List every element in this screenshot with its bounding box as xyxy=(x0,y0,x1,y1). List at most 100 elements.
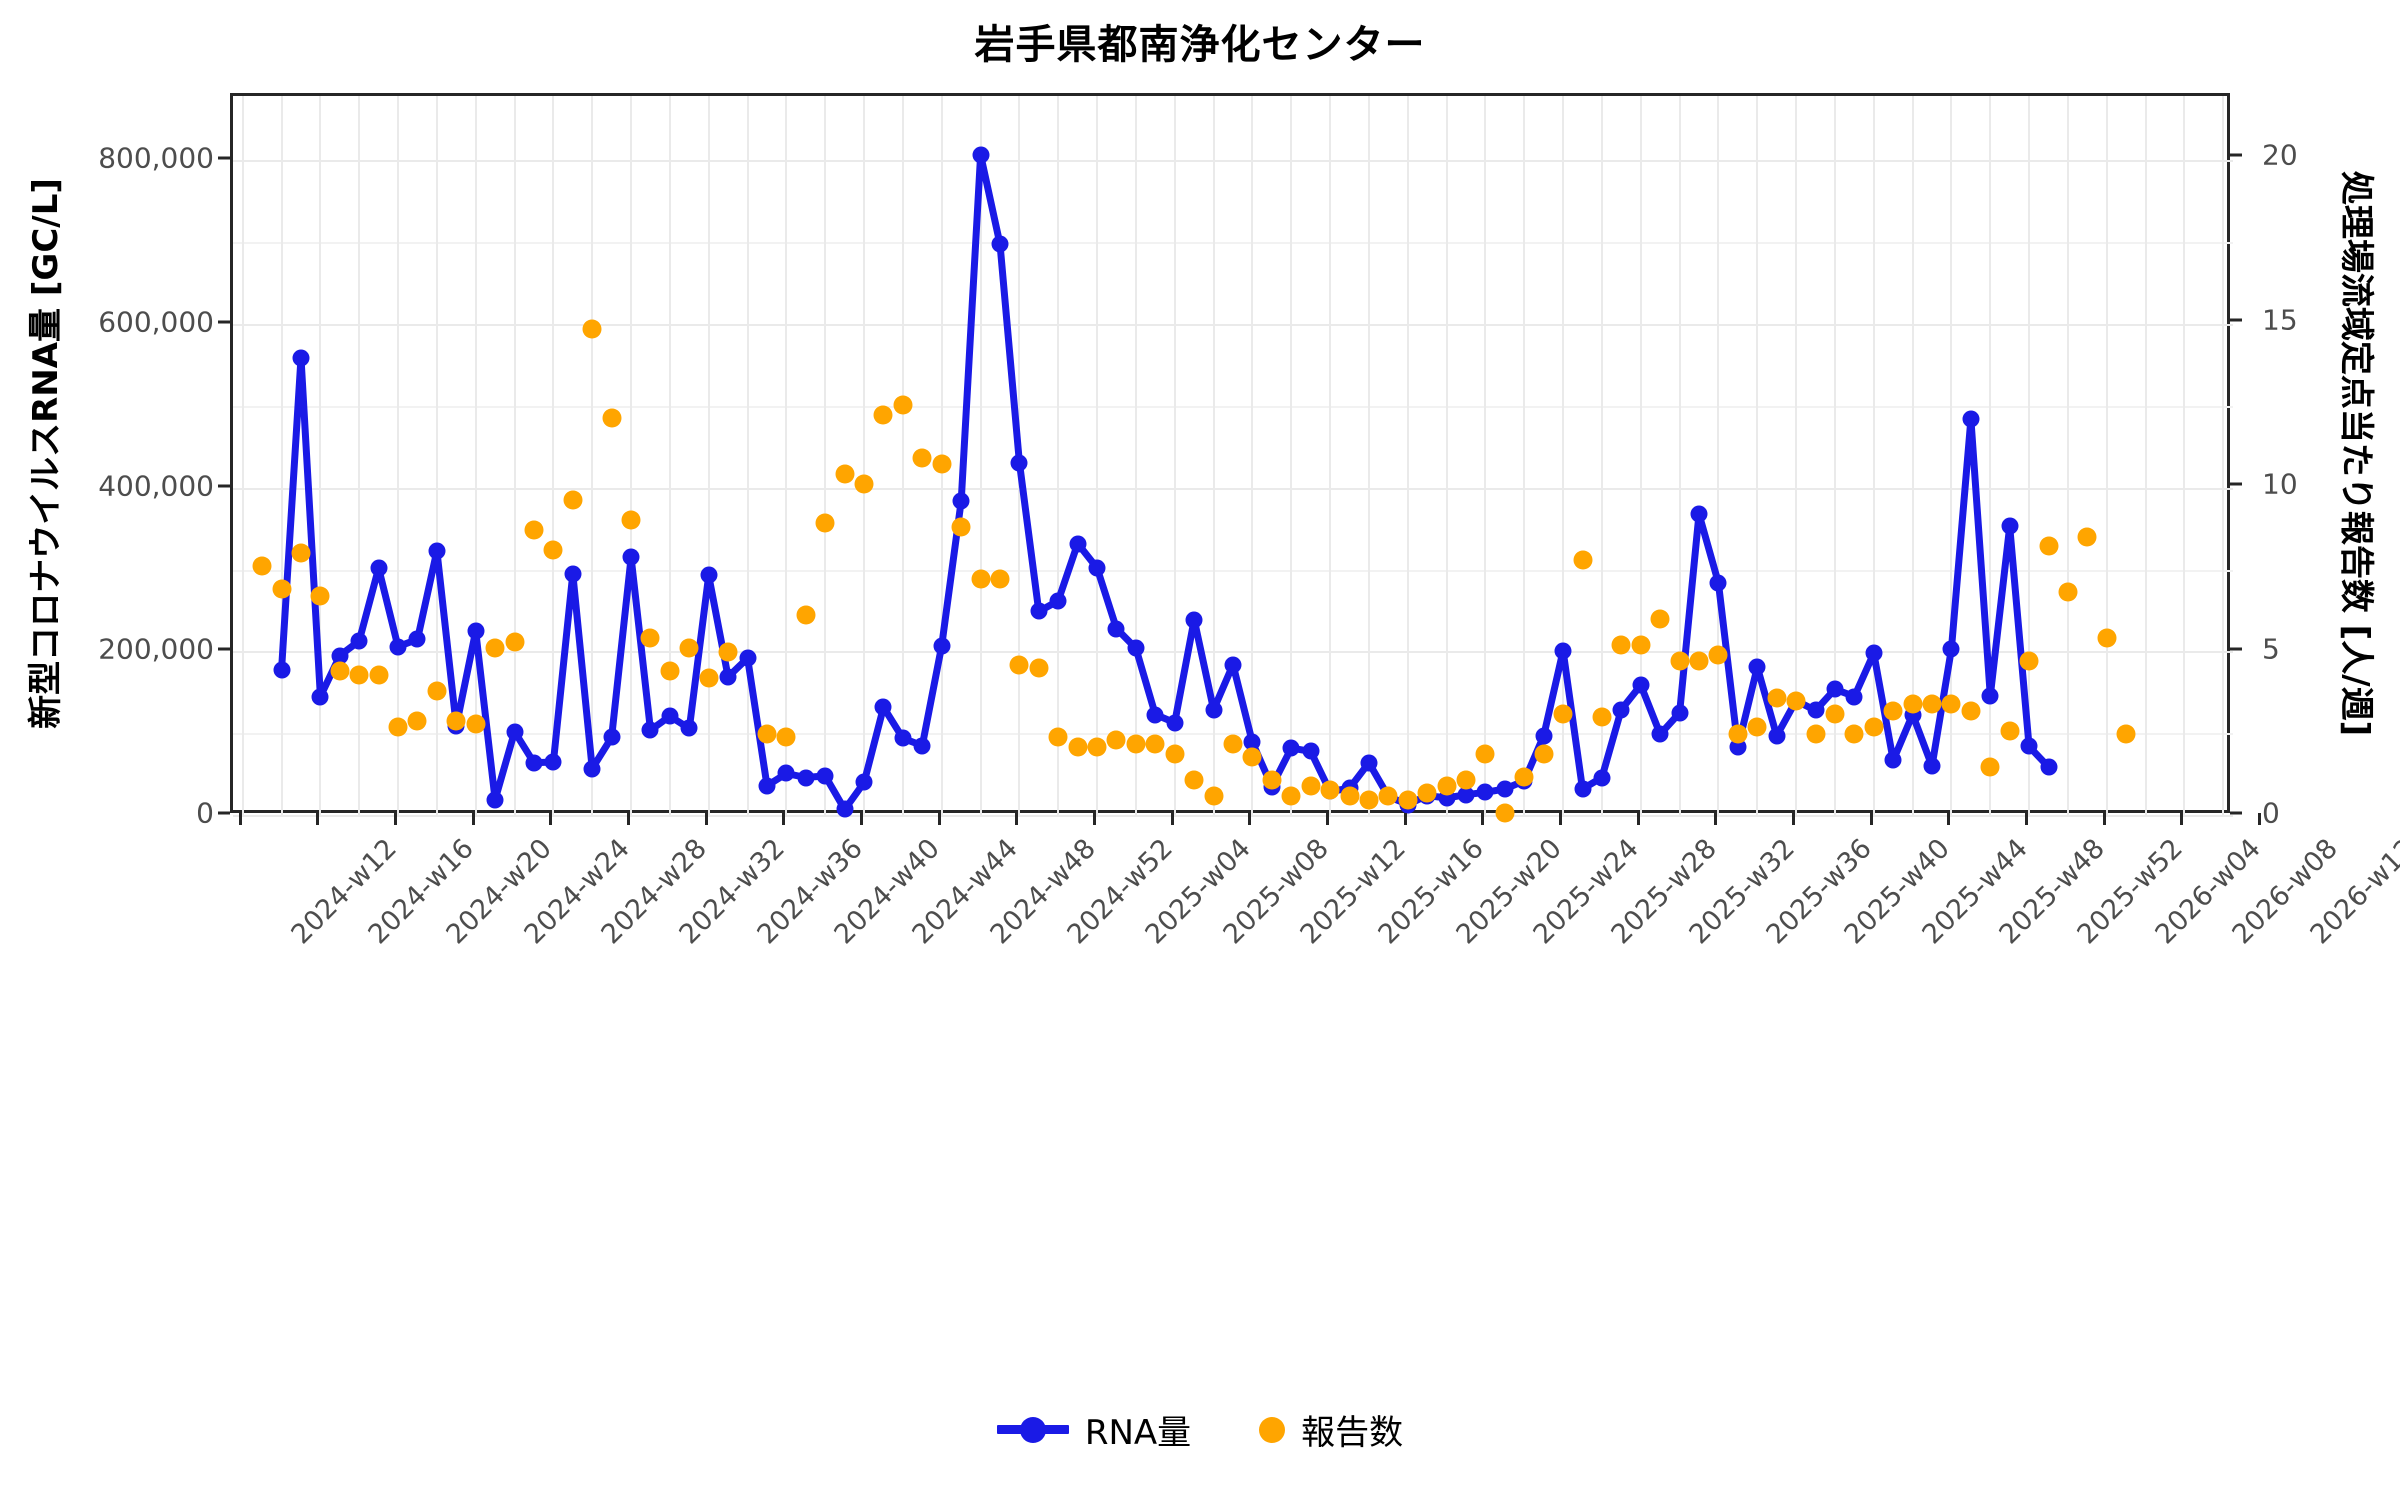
gridline-horizontal-minor xyxy=(233,242,2233,245)
gridline-vertical xyxy=(280,96,283,816)
gridline-vertical xyxy=(824,96,827,816)
data-point-reports xyxy=(272,579,292,599)
data-point-reports xyxy=(1786,691,1806,711)
data-point-reports xyxy=(1029,658,1049,678)
data-point-reports xyxy=(1728,724,1748,744)
data-point-rna xyxy=(1768,727,1786,745)
data-point-reports xyxy=(1417,783,1437,803)
legend-item-reports[interactable]: 報告数 xyxy=(1259,1405,1403,1454)
data-point-rna xyxy=(1185,611,1203,629)
data-point-reports xyxy=(912,448,932,468)
data-point-reports xyxy=(602,408,622,428)
data-point-reports xyxy=(1611,635,1631,655)
gridline-vertical xyxy=(2066,96,2069,816)
data-point-reports xyxy=(1262,770,1282,790)
data-point-rna xyxy=(525,754,543,772)
gridline-vertical xyxy=(1639,96,1642,816)
data-point-rna xyxy=(1574,780,1591,798)
data-point-reports xyxy=(1340,786,1359,806)
data-point-reports xyxy=(621,510,641,530)
data-point-reports xyxy=(524,520,544,540)
gridline-vertical xyxy=(358,96,361,816)
data-point-reports xyxy=(718,642,738,662)
data-point-reports xyxy=(699,668,719,688)
gridline-horizontal xyxy=(233,487,2233,490)
data-point-rna xyxy=(972,146,990,164)
x-tick-mark xyxy=(1093,813,1097,825)
legend-item-rna[interactable]: RNA量 xyxy=(996,1405,1191,1454)
gridline-vertical xyxy=(1600,96,1603,816)
data-points-layer xyxy=(233,96,2233,823)
gridline-vertical xyxy=(241,96,244,816)
x-tick-mark xyxy=(1326,813,1330,825)
data-point-reports xyxy=(1320,780,1340,800)
data-point-rna xyxy=(1496,780,1514,798)
data-point-rna xyxy=(1632,676,1650,694)
gridline-vertical xyxy=(1911,96,1914,816)
y-tick-mark-left xyxy=(218,811,230,815)
x-tick-mark xyxy=(1792,813,1796,825)
data-point-rna xyxy=(1360,754,1378,772)
data-point-reports xyxy=(2000,721,2020,741)
y-tick-mark-right xyxy=(2230,482,2242,486)
data-point-reports xyxy=(1456,770,1476,790)
y-tick-label-left: 200,000 xyxy=(98,632,214,666)
data-point-reports xyxy=(310,586,330,606)
data-point-rna xyxy=(1865,644,1883,662)
data-point-reports xyxy=(1806,724,1826,744)
data-point-rna xyxy=(739,649,757,667)
data-point-rna xyxy=(1651,725,1669,743)
data-point-rna xyxy=(506,723,524,741)
data-point-rna xyxy=(622,548,640,566)
gridline-vertical xyxy=(1251,96,1254,816)
x-tick-mark xyxy=(1714,813,1718,825)
x-tick-mark xyxy=(937,813,941,825)
data-point-rna xyxy=(1302,742,1320,760)
data-point-reports xyxy=(1165,744,1185,764)
data-point-rna xyxy=(836,800,854,818)
gridline-vertical xyxy=(1484,96,1487,816)
gridline-vertical xyxy=(397,96,400,816)
data-point-reports xyxy=(543,540,563,560)
data-point-rna xyxy=(952,492,970,510)
x-tick-mark xyxy=(2025,813,2029,825)
y-tick-label-left: 800,000 xyxy=(98,141,214,175)
data-point-rna xyxy=(292,349,310,367)
data-point-reports xyxy=(1126,734,1146,754)
data-point-rna xyxy=(1612,701,1630,719)
gridline-vertical xyxy=(2183,96,2186,816)
data-point-reports xyxy=(407,711,427,731)
gridline-vertical xyxy=(1678,96,1681,816)
data-point-rna xyxy=(1030,602,1048,620)
data-point-reports xyxy=(1378,786,1398,806)
data-point-rna xyxy=(874,698,892,716)
x-tick-mark xyxy=(1869,813,1873,825)
page-title: 岩手県都南浄化センター xyxy=(974,22,1426,68)
data-point-rna xyxy=(1457,786,1475,804)
y-tick-mark-right xyxy=(2230,811,2242,815)
data-point-reports xyxy=(1514,767,1534,787)
gridline-vertical xyxy=(1406,96,1409,816)
data-point-reports xyxy=(660,661,680,681)
data-point-rna xyxy=(1088,559,1106,577)
x-tick-mark xyxy=(238,813,242,825)
data-point-reports xyxy=(679,638,699,658)
data-point-reports xyxy=(369,665,389,685)
data-point-reports xyxy=(1941,694,1961,714)
data-point-rna xyxy=(1709,574,1727,592)
gridline-vertical xyxy=(668,96,671,816)
y-axis-left-label: 新型コロナウイルスRNA量 [GC/L] xyxy=(12,93,72,813)
data-point-reports xyxy=(427,681,447,701)
data-point-rna xyxy=(1729,738,1747,756)
data-point-reports xyxy=(1903,694,1923,714)
data-point-reports xyxy=(1223,734,1243,754)
gridline-vertical xyxy=(1367,96,1370,816)
data-point-rna xyxy=(680,719,698,737)
gridline-vertical xyxy=(1717,96,1720,816)
rna-line-path xyxy=(278,151,2052,813)
data-point-rna xyxy=(1845,688,1863,706)
data-point-reports xyxy=(1670,651,1690,671)
data-point-rna xyxy=(894,729,912,747)
data-point-reports xyxy=(796,605,816,625)
